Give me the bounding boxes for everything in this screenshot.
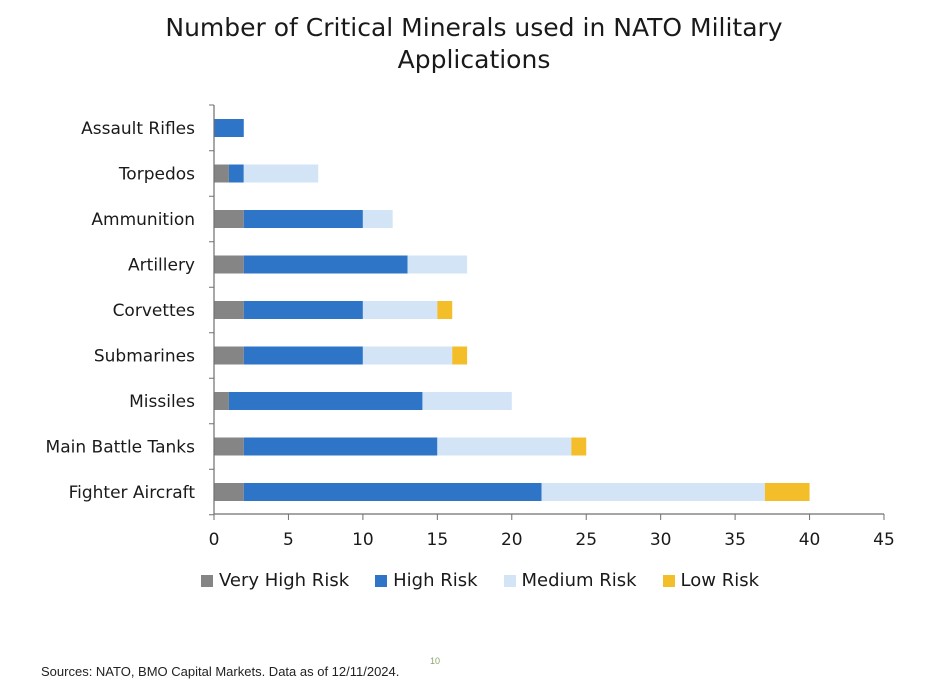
source-note: Sources: NATO, BMO Capital Markets. Data… [41,664,400,679]
legend-label-very-high-risk: Very High Risk [218,570,350,591]
legend-item-high-risk: High Risk [375,570,478,591]
category-label-ammunition: Ammunition [91,210,195,230]
bar-missiles-high-risk [228,392,423,410]
bar-submarines-very-high-risk [214,346,244,365]
bar-torpedos-high-risk [228,164,244,183]
chart-title: Number of Critical Minerals used in NATO… [0,12,936,76]
bar-ammunition-medium-risk [362,210,393,228]
legend-swatch-high-risk [375,574,388,587]
bar-main-battle-tanks-high-risk [243,437,438,456]
x-tick-label-10: 10 [352,530,374,550]
x-tick-label-0: 0 [209,530,220,550]
page-number: 10 [430,656,441,666]
x-tick-label-15: 15 [427,530,449,550]
category-label-artillery: Artillery [128,256,195,276]
bar-artillery-high-risk [243,255,408,274]
x-tick-label-30: 30 [650,530,672,550]
legend-swatch-medium-risk [503,574,516,587]
chart-title-line-2: Applications [397,45,551,74]
x-tick-label-45: 45 [873,530,895,550]
bars-layer [214,119,810,501]
axis-layer: Assault Rifles Torpedos Ammunition Artiller… [46,104,895,550]
bar-missiles-medium-risk [422,392,512,410]
category-label-corvettes: Corvettes [113,301,196,321]
x-tick-label-5: 5 [283,530,294,550]
bar-main-battle-tanks-very-high-risk [214,437,244,456]
bar-torpedos-very-high-risk [214,164,229,183]
bar-ammunition-high-risk [243,210,363,228]
legend-item-low-risk: Low Risk [662,570,760,591]
bar-submarines-high-risk [243,346,363,365]
bar-main-battle-tanks-medium-risk [437,437,572,456]
x-tick-label-40: 40 [799,530,821,550]
legend-label-low-risk: Low Risk [680,570,760,591]
category-label-submarines: Submarines [94,347,195,367]
x-tick-label-35: 35 [724,530,746,550]
legend: Very High Risk High Risk Medium Risk Low… [0,570,936,591]
bar-artillery-very-high-risk [214,255,244,274]
legend-swatch-very-high-risk [200,574,213,587]
category-label-torpedos: Torpedos [118,165,195,185]
bar-artillery-medium-risk [407,255,468,274]
legend-item-very-high-risk: Very High Risk [200,570,350,591]
chart-title-line-1: Number of Critical Minerals used in NATO… [165,13,783,42]
bar-fighter-aircraft-very-high-risk [214,483,244,501]
bar-main-battle-tanks-low-risk [571,437,587,456]
bar-corvettes-medium-risk [362,301,438,319]
bar-fighter-aircraft-high-risk [243,483,542,501]
bar-submarines-medium-risk [362,346,453,365]
bar-corvettes-low-risk [437,301,453,319]
legend-label-medium-risk: Medium Risk [521,570,637,591]
category-label-missiles: Missiles [129,392,195,412]
legend-label-high-risk: High Risk [393,570,478,591]
bar-torpedos-medium-risk [243,164,319,183]
x-tick-label-25: 25 [575,530,597,550]
category-label-fighter-aircraft: Fighter Aircraft [69,483,196,503]
bar-ammunition-very-high-risk [214,210,244,228]
category-label-assault-rifles: Assault Rifles [81,119,195,139]
bar-assault-rifles-high-risk [214,119,244,137]
category-label-main-battle-tanks: Main Battle Tanks [46,438,196,458]
x-tick-label-20: 20 [501,530,523,550]
legend-swatch-low-risk [662,574,675,587]
bar-fighter-aircraft-medium-risk [541,483,765,501]
legend-item-medium-risk: Medium Risk [503,570,637,591]
bar-missiles-very-high-risk [214,392,229,410]
bar-corvettes-high-risk [243,301,363,319]
bar-submarines-low-risk [452,346,468,365]
stacked-bar-chart: Assault Rifles Torpedos Ammunition Artiller… [46,104,895,550]
bar-fighter-aircraft-low-risk [764,483,810,501]
bar-corvettes-very-high-risk [214,301,244,319]
